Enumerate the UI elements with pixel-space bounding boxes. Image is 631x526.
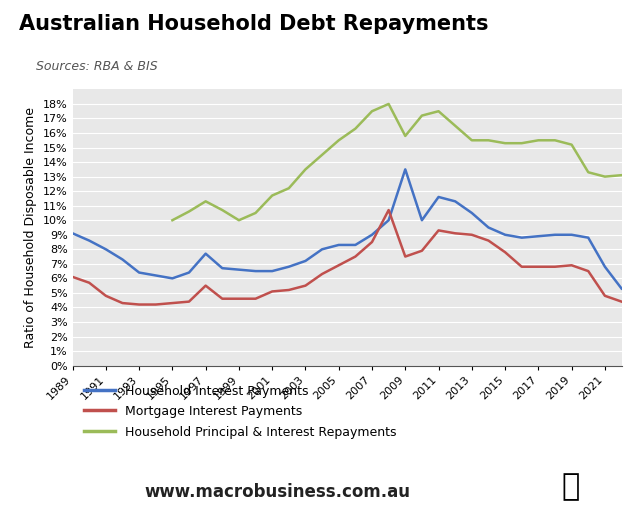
Legend: Household Interest Payments, Mortgage Interest Payments, Household Principal & I: Household Interest Payments, Mortgage In… — [79, 380, 401, 444]
Text: www.macrobusiness.com.au: www.macrobusiness.com.au — [144, 483, 411, 501]
Text: Australian Household Debt Repayments: Australian Household Debt Repayments — [18, 14, 488, 34]
Text: Sources: RBA & BIS: Sources: RBA & BIS — [28, 60, 158, 73]
Text: 🐺: 🐺 — [562, 472, 580, 501]
Text: MACRO
BUSINESS: MACRO BUSINESS — [494, 23, 594, 64]
Y-axis label: Ratio of Household Disposable Income: Ratio of Household Disposable Income — [25, 107, 37, 348]
